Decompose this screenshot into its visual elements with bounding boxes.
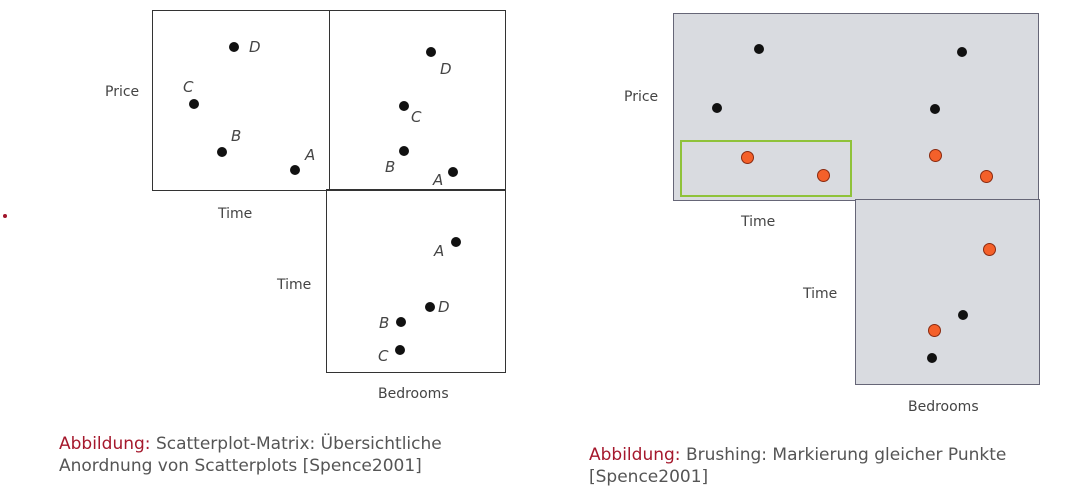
point-b <box>396 317 406 327</box>
axis-label-time-y: Time <box>277 277 312 293</box>
point-c <box>189 99 199 109</box>
axis-label-bedrooms: Bedrooms <box>378 386 449 402</box>
point-label-a: A <box>305 146 316 164</box>
point-b <box>217 147 227 157</box>
point-label-c: C <box>378 347 389 365</box>
axis-label-price: Price <box>105 84 140 100</box>
caption-prefix: Abbildung: <box>59 434 151 454</box>
point-c <box>927 353 937 363</box>
point-label-b: B <box>379 314 390 332</box>
point-a <box>448 167 458 177</box>
figure-caption: Abbildung: Scatterplot-Matrix: Übersicht… <box>59 433 442 477</box>
brush-selection[interactable] <box>680 140 852 197</box>
caption-text-line1: Brushing: Markierung gleicher Punkte <box>685 445 1007 465</box>
point-b-highlighted <box>741 151 754 164</box>
scatterplot-matrix-figure: Price Time Time Bedrooms D C B A D C B A… <box>0 0 530 492</box>
point-label-c: C <box>183 78 194 96</box>
point-b <box>399 146 409 156</box>
point-label-b: B <box>385 158 396 176</box>
axis-label-time-x: Time <box>741 214 776 230</box>
panel-time-bedrooms <box>326 189 506 373</box>
panel-price-time <box>152 10 330 191</box>
point-d <box>229 42 239 52</box>
point-a <box>451 237 461 247</box>
point-d <box>754 44 764 54</box>
point-d <box>958 310 968 320</box>
point-label-a: A <box>434 242 445 260</box>
point-label-b: B <box>231 127 242 145</box>
caption-prefix: Abbildung: <box>589 445 681 465</box>
panel-time-bedrooms <box>855 199 1040 385</box>
point-d <box>426 47 436 57</box>
point-a-highlighted <box>983 243 996 256</box>
point-b-highlighted <box>929 149 942 162</box>
point-c <box>712 103 722 113</box>
axis-label-time-x: Time <box>218 206 253 222</box>
point-d <box>957 47 967 57</box>
point-c <box>930 104 940 114</box>
point-b-highlighted <box>928 324 941 337</box>
point-label-d: D <box>249 38 261 56</box>
caption-text-line2: Anordnung von Scatterplots [Spence2001] <box>59 456 422 476</box>
point-c <box>399 101 409 111</box>
point-c <box>395 345 405 355</box>
slide-bullet <box>3 214 7 218</box>
panel-price-bedrooms <box>855 13 1039 201</box>
axis-label-bedrooms: Bedrooms <box>908 399 979 415</box>
axis-label-time-y: Time <box>803 286 838 302</box>
point-label-a: A <box>433 171 444 189</box>
point-label-d: D <box>438 298 450 316</box>
point-label-c: C <box>411 108 422 126</box>
caption-text-line2: [Spence2001] <box>589 467 709 487</box>
axis-label-price: Price <box>624 89 659 105</box>
caption-text-line1: Scatterplot-Matrix: Übersichtliche <box>155 434 442 454</box>
point-d <box>425 302 435 312</box>
point-a <box>290 165 300 175</box>
figure-caption: Abbildung: Brushing: Markierung gleicher… <box>589 444 1006 488</box>
point-label-d: D <box>440 60 452 78</box>
panel-price-bedrooms <box>328 10 506 191</box>
point-a-highlighted <box>817 169 830 182</box>
brushing-figure: Price Time Time Bedrooms Abbildung: Brus… <box>530 0 1067 492</box>
point-a-highlighted <box>980 170 993 183</box>
